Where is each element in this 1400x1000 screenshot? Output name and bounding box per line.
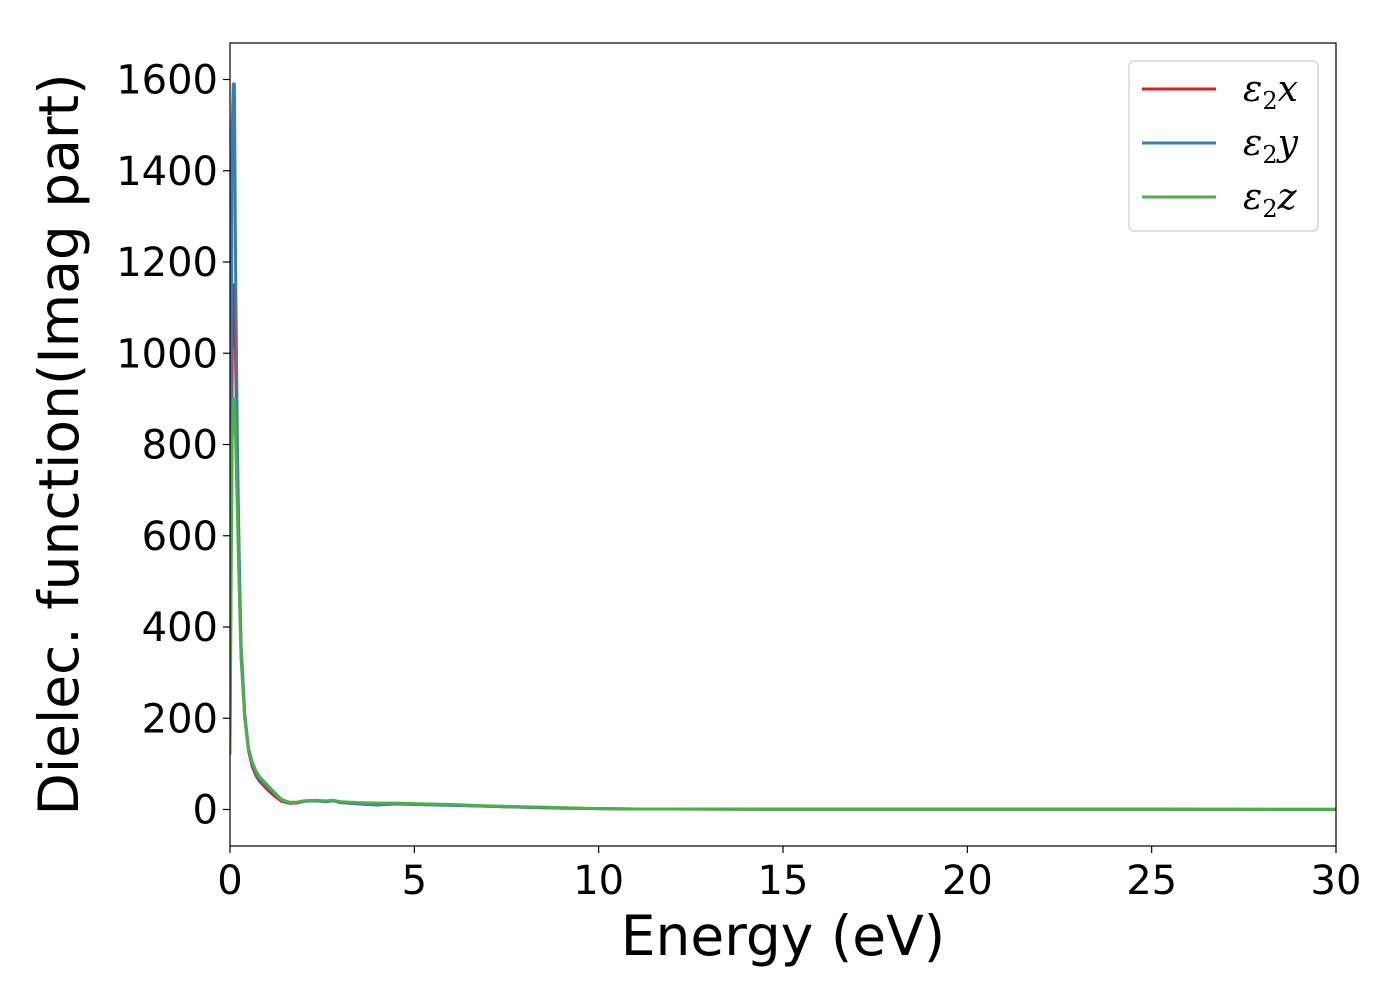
legend-label: ε2x [1243, 69, 1298, 115]
series-line-z [230, 397, 1336, 811]
legend-box [1128, 60, 1319, 232]
series-layer [230, 82, 1336, 811]
x-tick-label: 25 [1126, 858, 1177, 904]
x-tick-label: 20 [942, 858, 993, 904]
legend-label-suffix: z [1277, 177, 1298, 218]
y-tick-label: 800 [142, 423, 218, 469]
legend-label-suffix: y [1276, 123, 1299, 164]
y-tick-label: 400 [142, 605, 218, 651]
y-tick-label: 1600 [116, 58, 218, 104]
x-tick-label: 15 [758, 858, 809, 904]
y-tick-label: 600 [142, 514, 218, 560]
legend-label-base: ε [1243, 69, 1262, 110]
y-tick-label: 200 [142, 696, 218, 742]
legend-item-y: ε2y [1142, 123, 1299, 169]
legend-label-subscript: 2 [1262, 195, 1277, 223]
x-axis: 0 5 10 15 20 25 30 [217, 846, 1361, 904]
legend-label-base: ε [1243, 177, 1262, 218]
x-tick-label: 30 [1311, 858, 1362, 904]
y-tick-label: 1400 [116, 149, 218, 195]
series-line-x [230, 283, 1336, 811]
legend-label-subscript: 2 [1262, 141, 1277, 169]
x-axis-label: Energy (eV) [621, 904, 945, 968]
y-axis-label: Dielec. function(Imag part) [27, 73, 91, 815]
legend-label: ε2z [1243, 177, 1298, 223]
x-tick-label: 5 [402, 858, 427, 904]
y-tick-label: 1200 [116, 240, 218, 286]
y-tick-label: 0 [193, 788, 218, 834]
legend-item-z: ε2z [1142, 177, 1298, 223]
legend-label: ε2y [1243, 123, 1299, 169]
legend-label-suffix: x [1278, 69, 1298, 110]
legend-label-base: ε [1243, 123, 1262, 164]
x-tick-label: 0 [217, 858, 242, 904]
legend-item-x: ε2x [1142, 69, 1298, 115]
y-tick-label: 1000 [116, 331, 218, 377]
y-axis: 0 200 400 600 800 1000 1200 1400 1600 [116, 58, 230, 834]
legend-label-subscript: 2 [1262, 87, 1277, 115]
x-tick-label: 10 [573, 858, 624, 904]
